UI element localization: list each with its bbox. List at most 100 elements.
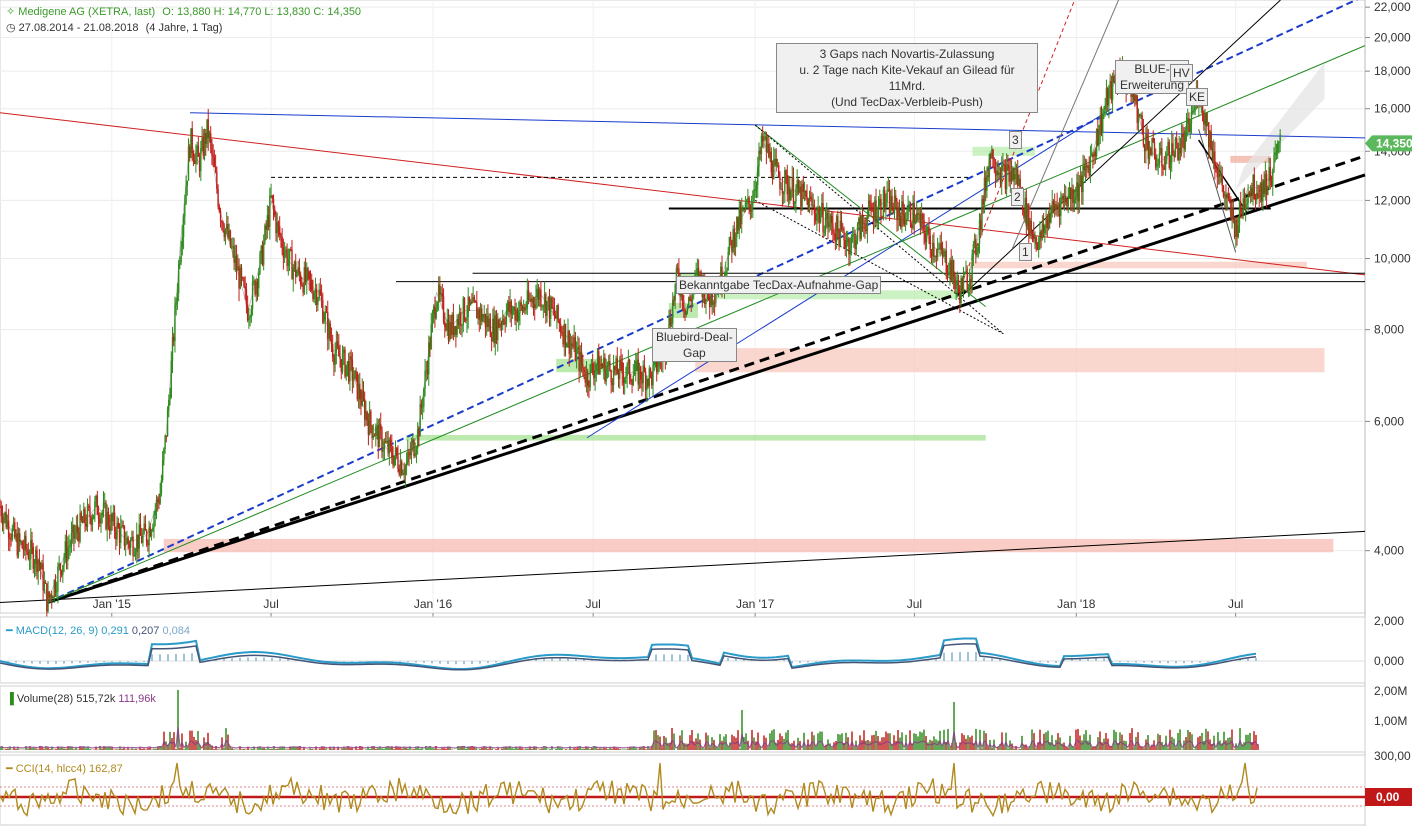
candle-body: [266, 215, 269, 230]
candle-body: [28, 558, 31, 560]
candle-body: [105, 502, 107, 529]
candle-body: [1152, 137, 1154, 142]
candle-body: [812, 204, 814, 206]
candle-body: [1272, 171, 1274, 187]
candle-body: [364, 398, 366, 420]
candle-body: [7, 520, 10, 539]
candle-body: [191, 128, 193, 154]
candle-body: [62, 565, 64, 576]
candle-body: [619, 359, 621, 379]
candle-body: [989, 154, 992, 159]
candle-body: [808, 196, 811, 212]
candle-body: [892, 209, 894, 213]
macd-label: MACD(12, 26, 9): [15, 625, 99, 637]
candle-body: [1263, 180, 1265, 194]
candle-body: [85, 523, 87, 527]
candle-body: [686, 307, 689, 312]
candle-body: [829, 215, 832, 223]
candle-body: [1094, 151, 1097, 157]
candle-body: [1259, 183, 1262, 197]
cci-line: [0, 762, 1258, 818]
candle-body: [453, 326, 456, 335]
candle-body: [452, 314, 455, 335]
candle-body: [1193, 110, 1195, 112]
candle-body: [725, 273, 727, 275]
candle-body: [570, 343, 573, 346]
candle-body: [499, 323, 501, 328]
candle-body: [251, 281, 254, 310]
candle-body: [69, 545, 71, 547]
candle-body: [688, 297, 690, 308]
candle-body: [1219, 173, 1221, 177]
volume-average-line: [0, 726, 1259, 751]
candle-body: [1248, 192, 1251, 194]
candle-body: [42, 563, 44, 591]
price-axis: 22,00020,00018,00016,00014,00012,00010,0…: [1365, 0, 1411, 558]
candle-body: [434, 306, 436, 319]
candle-body: [833, 233, 835, 235]
date-range: 27.08.2014 - 21.08.2018: [18, 22, 139, 34]
candle-body: [975, 238, 977, 256]
candle-icon: ✧: [6, 6, 16, 18]
candle-body: [558, 320, 561, 324]
candle-body: [957, 279, 960, 292]
candle-body: [1258, 196, 1260, 198]
candle-body: [232, 246, 234, 248]
candle-body: [255, 281, 257, 295]
candle-body: [399, 461, 402, 475]
candle-body: [1007, 164, 1009, 166]
candle-body: [407, 451, 409, 462]
candle-body: [356, 371, 359, 400]
candle-body: [206, 119, 208, 144]
candle-body: [630, 379, 632, 382]
candle-body: [1111, 75, 1114, 100]
candle-body: [148, 527, 150, 546]
candle-body: [845, 242, 848, 249]
tecdax-gap-note: Bekanntgabe TecDax-Aufnahme-Gap: [676, 276, 882, 294]
candle-body: [200, 148, 202, 171]
candle-body: [1177, 142, 1179, 160]
candle-body: [1065, 196, 1067, 203]
candle-body: [239, 267, 241, 289]
highlight-zones: [163, 62, 1334, 553]
candle-body: [269, 195, 271, 227]
candle-body: [500, 323, 503, 325]
candle-body: [291, 249, 293, 280]
candle-body: [854, 233, 856, 249]
candle-body: [753, 190, 755, 203]
candle-body: [260, 245, 262, 254]
y-tick-label: 6,000: [1374, 414, 1404, 428]
candle-body: [898, 209, 901, 216]
candle-body: [157, 499, 159, 502]
candle-body: [262, 242, 265, 265]
candle-body: [1050, 213, 1052, 223]
candle-body: [435, 308, 437, 319]
candle-body: [621, 361, 623, 374]
candle-body: [1102, 114, 1104, 132]
candle-body: [1175, 138, 1178, 143]
candle-body: [881, 216, 883, 218]
candle-body: [248, 318, 250, 321]
ohlc-values: O: 13,880 H: 14,770 L: 13,830 C: 14,350: [162, 6, 362, 18]
candle-body: [647, 379, 649, 386]
candle-body: [822, 203, 824, 232]
candle-body: [384, 441, 387, 443]
candle-body: [938, 248, 940, 250]
candle-body: [329, 323, 331, 339]
candle-body: [243, 278, 245, 287]
candle-body: [70, 532, 73, 546]
candle-body: [568, 330, 570, 355]
candle-body: [139, 524, 142, 536]
candle-body: [961, 278, 963, 292]
candle-body: [970, 279, 972, 282]
candle-body: [636, 359, 638, 362]
candle-body: [1260, 183, 1263, 202]
time-axis: Jan '15 Jul Jan '16 Jul Jan '17 Jul Jan '18 Jul: [93, 597, 1243, 618]
candle-body: [52, 597, 54, 599]
candle-body: [27, 551, 30, 559]
candle-body: [1216, 171, 1219, 178]
candle-body: [313, 292, 315, 299]
candle-body: [1178, 147, 1180, 160]
candle-body: [416, 428, 419, 449]
